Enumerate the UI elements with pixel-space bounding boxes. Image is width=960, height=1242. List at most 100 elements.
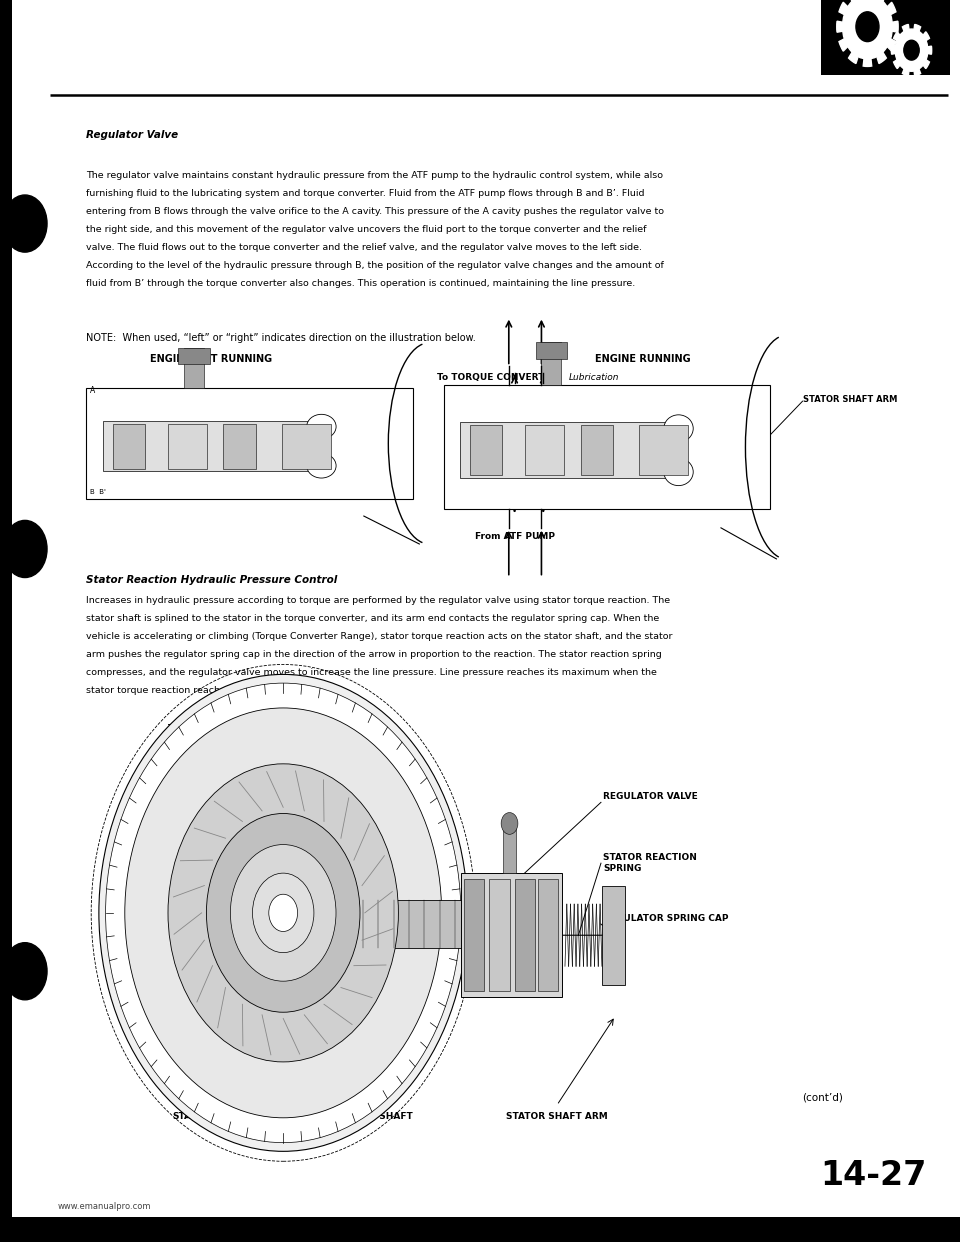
Bar xyxy=(179,348,210,364)
Text: fluid from B’ through the torque converter also changes. This operation is conti: fluid from B’ through the torque convert… xyxy=(86,279,636,288)
Text: The regulator valve maintains constant hydraulic pressure from the ATF pump to t: The regulator valve maintains constant h… xyxy=(86,171,663,180)
Bar xyxy=(312,900,490,948)
Wedge shape xyxy=(868,27,886,63)
Circle shape xyxy=(269,894,298,932)
Wedge shape xyxy=(902,25,912,50)
Wedge shape xyxy=(902,50,912,76)
Text: Lubrication: Lubrication xyxy=(568,373,619,381)
Bar xyxy=(86,388,413,499)
Bar xyxy=(503,823,516,873)
Wedge shape xyxy=(912,50,921,76)
Bar xyxy=(541,342,561,385)
Text: B  B': B B' xyxy=(89,488,106,494)
Circle shape xyxy=(843,0,893,60)
Bar xyxy=(538,879,559,991)
Circle shape xyxy=(168,764,398,1062)
Circle shape xyxy=(3,520,47,578)
Bar xyxy=(469,425,502,476)
Ellipse shape xyxy=(664,458,693,486)
Circle shape xyxy=(501,812,518,835)
Bar xyxy=(639,425,688,476)
Bar xyxy=(103,421,315,472)
Bar xyxy=(602,886,626,985)
Wedge shape xyxy=(912,32,929,50)
Circle shape xyxy=(252,873,314,953)
Bar xyxy=(282,424,331,468)
Bar xyxy=(112,424,145,468)
Bar xyxy=(224,424,256,468)
Text: arm pushes the regulator spring cap in the direction of the arrow in proportion : arm pushes the regulator spring cap in t… xyxy=(86,651,662,660)
Bar xyxy=(536,342,567,359)
Text: STATOR: STATOR xyxy=(173,1112,211,1120)
Wedge shape xyxy=(912,25,921,50)
Circle shape xyxy=(856,11,879,42)
Bar xyxy=(460,422,672,478)
Text: valve. The fluid flows out to the torque converter and the relief valve, and the: valve. The fluid flows out to the torque… xyxy=(86,243,642,252)
Circle shape xyxy=(3,195,47,252)
Ellipse shape xyxy=(307,453,336,478)
Text: STATOR REACTION
SPRING: STATOR REACTION SPRING xyxy=(603,853,697,873)
Text: stator shaft is splined to the stator in the torque converter, and its arm end c: stator shaft is splined to the stator in… xyxy=(86,614,660,623)
Circle shape xyxy=(106,683,461,1143)
Ellipse shape xyxy=(307,415,336,438)
Text: ENGINE NOT RUNNING: ENGINE NOT RUNNING xyxy=(150,354,273,364)
Text: Stator Reaction Hydraulic Pressure Control: Stator Reaction Hydraulic Pressure Contr… xyxy=(86,575,338,585)
Bar xyxy=(461,873,562,997)
Text: www.emanualpro.com: www.emanualpro.com xyxy=(58,1202,151,1211)
Text: furnishing fluid to the lubricating system and torque converter. Fluid from the : furnishing fluid to the lubricating syst… xyxy=(86,189,645,199)
Bar xyxy=(465,879,484,991)
Bar xyxy=(168,424,207,468)
Text: STATOR SHAFT: STATOR SHAFT xyxy=(337,1112,412,1120)
Bar xyxy=(444,385,770,509)
Wedge shape xyxy=(863,27,872,67)
Bar xyxy=(525,425,564,476)
Bar xyxy=(0,1217,960,1242)
Text: vehicle is accelerating or climbing (Torque Converter Range), stator torque reac: vehicle is accelerating or climbing (Tor… xyxy=(86,632,673,641)
Circle shape xyxy=(904,40,919,60)
Circle shape xyxy=(230,845,336,981)
Text: Increases in hydraulic pressure according to torque are performed by the regulat: Increases in hydraulic pressure accordin… xyxy=(86,596,670,605)
Wedge shape xyxy=(891,46,912,55)
Bar xyxy=(515,879,535,991)
Text: entering from B flows through the valve orifice to the A cavity. This pressure o: entering from B flows through the valve … xyxy=(86,207,664,216)
Wedge shape xyxy=(839,2,868,27)
Circle shape xyxy=(206,814,360,1012)
Bar xyxy=(821,0,950,75)
Circle shape xyxy=(895,29,928,71)
Text: REGULATOR VALVE: REGULATOR VALVE xyxy=(603,792,698,801)
Ellipse shape xyxy=(664,415,693,442)
Bar xyxy=(184,349,204,388)
Wedge shape xyxy=(868,0,886,27)
Bar xyxy=(490,879,510,991)
Text: REGULATOR SPRING CAP: REGULATOR SPRING CAP xyxy=(603,914,729,923)
Text: From ATF PUMP: From ATF PUMP xyxy=(474,532,555,540)
Circle shape xyxy=(99,674,468,1151)
Wedge shape xyxy=(894,32,912,50)
Text: stator torque reaction reaches its maximum.: stator torque reaction reaches its maxim… xyxy=(86,686,300,696)
Text: 14-27: 14-27 xyxy=(821,1159,926,1192)
Text: the right side, and this movement of the regulator valve uncovers the fluid port: the right side, and this movement of the… xyxy=(86,226,647,235)
Text: A: A xyxy=(89,386,95,395)
Bar xyxy=(581,425,613,476)
Wedge shape xyxy=(868,2,896,27)
Wedge shape xyxy=(839,27,868,51)
Text: To TORQUE CONVERTER: To TORQUE CONVERTER xyxy=(437,373,557,381)
Text: STATOR SHAFT ARM: STATOR SHAFT ARM xyxy=(506,1112,608,1120)
Text: STATOR SHAFT ARM: STATOR SHAFT ARM xyxy=(803,395,897,404)
Wedge shape xyxy=(849,27,868,63)
Wedge shape xyxy=(912,46,931,55)
Text: compresses, and the regulator valve moves to increase the line pressure. Line pr: compresses, and the regulator valve move… xyxy=(86,668,658,677)
Wedge shape xyxy=(868,27,896,51)
Wedge shape xyxy=(894,50,912,68)
Wedge shape xyxy=(849,0,868,27)
Text: TORQUE CONVERTER: TORQUE CONVERTER xyxy=(168,724,275,733)
Text: NOTE:  When used, “left” or “right” indicates direction on the illustration belo: NOTE: When used, “left” or “right” indic… xyxy=(86,333,476,343)
Wedge shape xyxy=(868,21,899,32)
Text: carmanualsoline.info: carmanualsoline.info xyxy=(429,1220,531,1230)
Text: Regulator Valve: Regulator Valve xyxy=(86,130,179,140)
Circle shape xyxy=(3,943,47,1000)
Text: According to the level of the hydraulic pressure through B, the position of the : According to the level of the hydraulic … xyxy=(86,262,664,271)
Wedge shape xyxy=(837,21,868,32)
Wedge shape xyxy=(863,0,872,27)
Bar xyxy=(0,0,12,1242)
